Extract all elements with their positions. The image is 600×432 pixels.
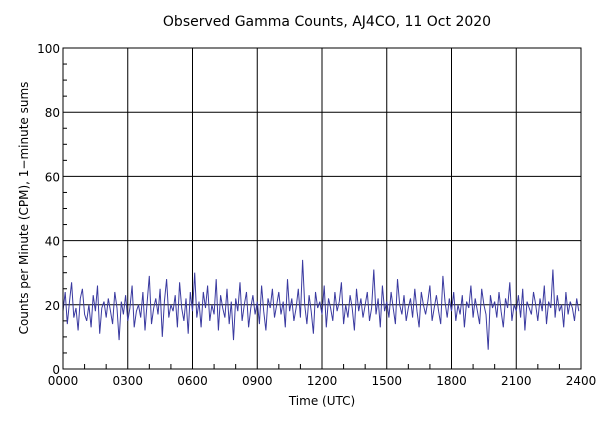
y-tick-label: 100 — [37, 42, 60, 56]
y-tick-label: 0 — [52, 363, 60, 377]
chart-title: Observed Gamma Counts, AJ4CO, 11 Oct 202… — [163, 14, 491, 30]
series-line — [62, 259, 580, 350]
x-tick-label: 1500 — [371, 374, 402, 388]
ticks: 0000 0300 0600 0900 1200 1500 1800 2100 2400 0 20 4… — [37, 42, 596, 388]
y-tick-label: 80 — [45, 106, 60, 120]
y-axis-label: Counts per Minute (CPM), 1−minute sums — [17, 82, 31, 335]
x-tick-label: 2400 — [566, 374, 597, 388]
plot-frame — [62, 47, 582, 370]
x-tick-label: 0300 — [112, 374, 143, 388]
x-axis-label: Time (UTC) — [288, 394, 355, 408]
x-tick-label: 2100 — [501, 374, 532, 388]
y-tick-label: 20 — [45, 299, 60, 313]
x-tick-label: 0000 — [48, 374, 79, 388]
x-tick-label: 1800 — [436, 374, 467, 388]
x-tick-label: 0600 — [177, 374, 208, 388]
y-tick-label: 40 — [45, 235, 60, 249]
y-tick-label: 60 — [45, 170, 60, 184]
x-tick-label: 1200 — [307, 374, 338, 388]
x-tick-label: 0900 — [242, 374, 273, 388]
